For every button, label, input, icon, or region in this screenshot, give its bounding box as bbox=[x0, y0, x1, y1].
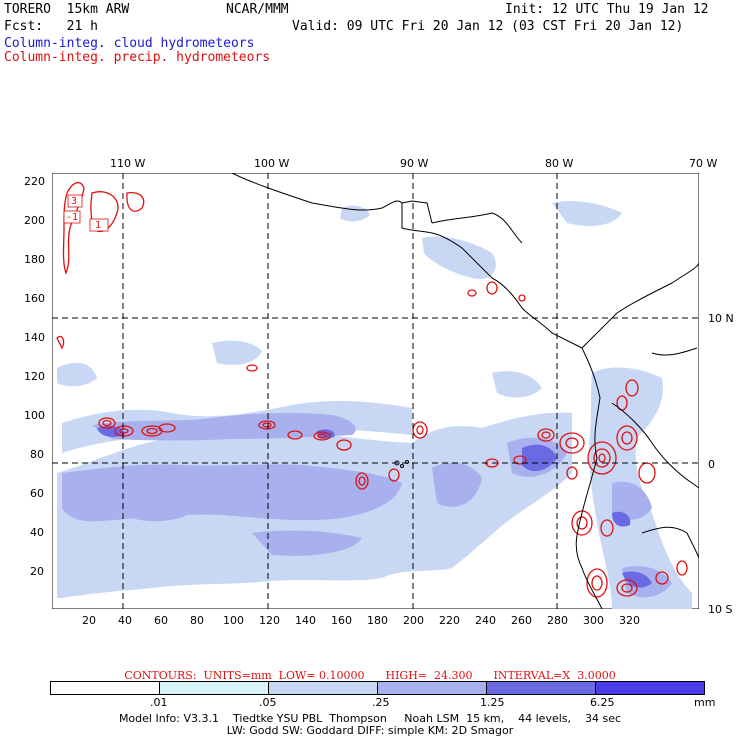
lon-label: 100 W bbox=[254, 157, 290, 170]
init-time: Init: 12 UTC Thu 19 Jan 12 bbox=[505, 2, 709, 17]
colorbar-swatch bbox=[160, 682, 269, 694]
lat-lon-grid bbox=[52, 173, 699, 609]
coastlines bbox=[231, 173, 699, 609]
lon-label: 70 W bbox=[689, 157, 718, 170]
field-precip-label: Column-integ. precip. hydrometeors bbox=[4, 50, 271, 65]
x-tick: 220 bbox=[439, 614, 460, 627]
lat-label: 10 N bbox=[708, 312, 734, 325]
contour-labels: 3 -1 1 bbox=[63, 194, 109, 232]
colorbar bbox=[50, 681, 705, 695]
colorbar-swatch bbox=[378, 682, 487, 694]
contour-label: 3 bbox=[71, 196, 77, 207]
x-tick: 240 bbox=[475, 614, 496, 627]
colorbar-unit: mm bbox=[694, 696, 716, 709]
model-title: TORERO 15km ARW bbox=[4, 2, 130, 17]
x-tick: 100 bbox=[223, 614, 244, 627]
x-tick: 180 bbox=[367, 614, 388, 627]
colorbar-label: 1.25 bbox=[480, 696, 505, 709]
x-tick: 300 bbox=[583, 614, 604, 627]
x-tick: 260 bbox=[511, 614, 532, 627]
model-info-line2: LW: Godd SW: Goddard DIFF: simple KM: 2D… bbox=[226, 724, 514, 737]
contours-info: CONTOURS: UNITS=mm LOW= 0.10000 HIGH= 24… bbox=[124, 669, 616, 682]
x-tick: 20 bbox=[82, 614, 96, 627]
y-tick: 160 bbox=[24, 292, 45, 305]
colorbar-swatch bbox=[596, 682, 704, 694]
y-tick: 100 bbox=[24, 409, 45, 422]
y-tick: 140 bbox=[24, 331, 45, 344]
lon-label: 110 W bbox=[110, 157, 146, 170]
lat-label: 0 bbox=[708, 458, 715, 471]
y-tick: 40 bbox=[30, 526, 44, 539]
forecast-hour: Fcst: 21 h bbox=[4, 19, 98, 34]
model-info-line1: Model Info: V3.3.1 Tiedtke YSU PBL Thomp… bbox=[118, 712, 622, 725]
field-cloud-label: Column-integ. cloud hydrometeors bbox=[4, 36, 255, 51]
valid-time: Valid: 09 UTC Fri 20 Jan 12 (03 CST Fri … bbox=[292, 19, 684, 34]
x-tick: 200 bbox=[403, 614, 424, 627]
x-tick: 40 bbox=[118, 614, 132, 627]
x-tick: 120 bbox=[259, 614, 280, 627]
colorbar-swatch bbox=[487, 682, 596, 694]
colorbar-label: .01 bbox=[150, 696, 168, 709]
y-tick: 180 bbox=[24, 253, 45, 266]
x-tick: 140 bbox=[295, 614, 316, 627]
forecast-map: 3 -1 1 bbox=[52, 173, 699, 609]
y-tick: 220 bbox=[24, 175, 45, 188]
x-tick: 320 bbox=[619, 614, 640, 627]
lon-label: 80 W bbox=[545, 157, 574, 170]
contour-label: -1 bbox=[66, 212, 78, 223]
colorbar-label: .05 bbox=[259, 696, 277, 709]
x-tick: 60 bbox=[154, 614, 168, 627]
y-tick: 80 bbox=[30, 448, 44, 461]
colorbar-label: .25 bbox=[372, 696, 390, 709]
lat-label: 10 S bbox=[708, 603, 733, 616]
x-tick: 80 bbox=[190, 614, 204, 627]
y-tick: 20 bbox=[30, 565, 44, 578]
org-label: NCAR/MMM bbox=[226, 2, 289, 17]
y-tick: 200 bbox=[24, 214, 45, 227]
colorbar-swatch bbox=[269, 682, 378, 694]
x-tick: 160 bbox=[331, 614, 352, 627]
y-tick: 120 bbox=[24, 370, 45, 383]
contour-label: 1 bbox=[95, 220, 101, 231]
lon-label: 90 W bbox=[400, 157, 429, 170]
colorbar-label: 6.25 bbox=[590, 696, 615, 709]
y-tick: 60 bbox=[30, 487, 44, 500]
x-tick: 280 bbox=[547, 614, 568, 627]
colorbar-swatch bbox=[51, 682, 160, 694]
